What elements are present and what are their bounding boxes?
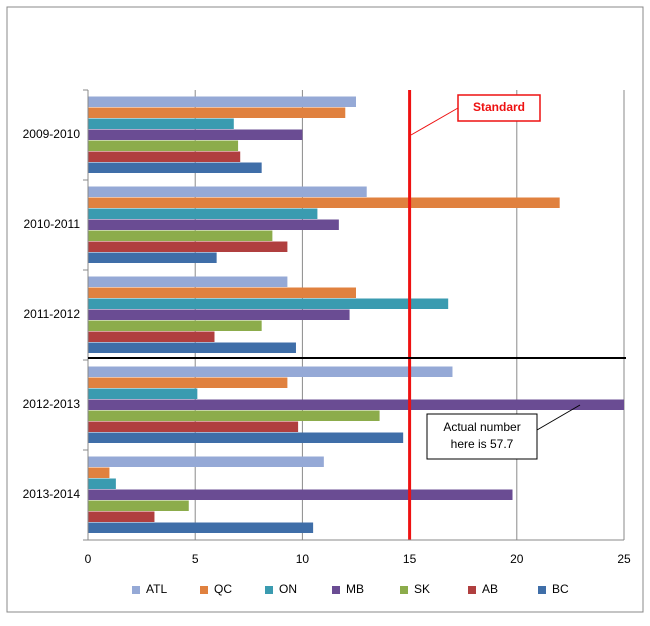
bar <box>88 388 198 399</box>
bar <box>88 140 239 151</box>
annotation-box <box>426 413 538 460</box>
bar <box>88 276 288 287</box>
bars <box>88 96 624 533</box>
bar <box>88 410 380 421</box>
standard-label: Standard <box>473 100 525 114</box>
bar <box>88 467 110 478</box>
legend-label: ON <box>279 582 297 596</box>
bar <box>88 298 449 309</box>
bar <box>88 421 299 432</box>
y-tick-label: 2010-2011 <box>24 217 81 231</box>
bar <box>88 342 296 353</box>
bar <box>88 186 367 197</box>
y-tick-label: 2012-2013 <box>23 397 81 411</box>
y-tick-label: 2011-2012 <box>24 307 81 321</box>
x-tick-label: 20 <box>510 552 524 566</box>
standard-connector <box>410 107 459 136</box>
bar <box>88 208 318 219</box>
bar <box>88 320 262 331</box>
bar <box>88 219 339 230</box>
legend-swatch <box>332 586 340 594</box>
standard-box <box>457 94 541 122</box>
bar <box>88 241 288 252</box>
bar <box>88 377 288 388</box>
bar <box>88 331 215 342</box>
x-tick-label: 5 <box>192 552 199 566</box>
bar <box>88 432 404 443</box>
x-tick-label: 25 <box>617 552 631 566</box>
bar <box>88 162 262 173</box>
bar <box>88 230 273 241</box>
legend-label: BC <box>552 582 569 596</box>
bar <box>88 118 234 129</box>
bar <box>88 197 560 208</box>
legend-label: QC <box>214 582 232 596</box>
legend-swatch <box>265 586 273 594</box>
bar <box>88 309 350 320</box>
bar <box>88 511 155 522</box>
x-tick-label: 0 <box>85 552 92 566</box>
bar <box>88 151 241 162</box>
annotation-text: here is 57.7 <box>451 437 514 451</box>
legend-swatch <box>400 586 408 594</box>
bar <box>88 456 324 467</box>
legend-label: ATL <box>146 582 167 596</box>
bar <box>88 522 314 533</box>
bar <box>88 500 189 511</box>
legend-swatch <box>132 586 140 594</box>
y-tick-label: 2013-2014 <box>23 487 81 501</box>
bar <box>88 366 453 377</box>
bar <box>88 96 356 107</box>
x-tick-label: 15 <box>403 552 417 566</box>
legend-label: MB <box>346 582 364 596</box>
y-tick-label: 2009-2010 <box>23 127 81 141</box>
x-tick-label: 10 <box>296 552 310 566</box>
bar <box>88 287 356 298</box>
bar <box>88 399 624 410</box>
bar <box>88 129 303 140</box>
legend-swatch <box>538 586 546 594</box>
legend-label: AB <box>482 582 498 596</box>
annotation-text: Actual number <box>443 420 520 434</box>
bar <box>88 489 513 500</box>
annotation-connector <box>536 404 581 431</box>
legend-swatch <box>200 586 208 594</box>
bar <box>88 252 217 263</box>
bar <box>88 107 346 118</box>
legend-swatch <box>468 586 476 594</box>
legend-label: SK <box>414 582 430 596</box>
bar <box>88 478 116 489</box>
